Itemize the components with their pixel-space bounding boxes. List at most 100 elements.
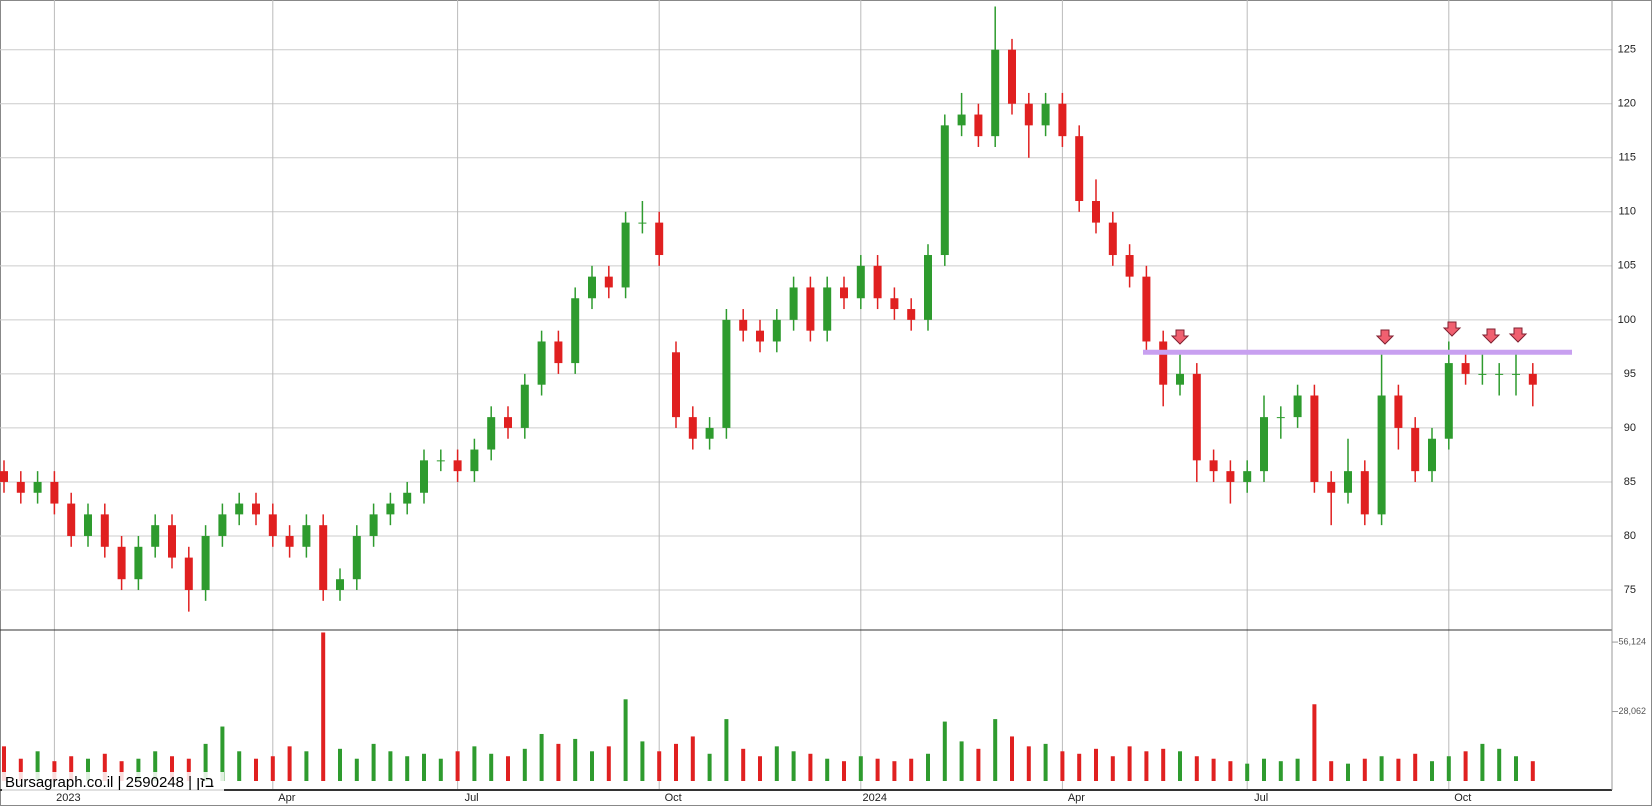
volume-bar [909,758,914,781]
x-tick-label: Apr [1068,792,1085,804]
volume-bar [170,756,174,781]
candle-body [1495,373,1504,375]
volume-bar [1262,758,1266,781]
volume-bar [388,751,393,781]
candle-body [1344,471,1352,493]
volume-bar [1362,758,1367,781]
volume-tick-label: 28,062 [1618,706,1646,716]
candle-body [789,287,798,320]
volume-bar [1060,751,1065,781]
candle-body [134,546,143,580]
volume-bar [926,753,930,781]
volume-bar [1463,751,1468,781]
candle-body [840,287,848,299]
candle-body [1411,427,1420,472]
volume-bar [1312,704,1317,781]
candle-body [100,514,109,547]
volume-bar [774,746,779,781]
candle-body [67,503,76,536]
volume-bar [993,719,998,781]
volume-bar [1211,758,1216,781]
candle-body [1159,341,1168,385]
candle-body [722,319,731,428]
x-tick-label: Jul [1254,792,1268,804]
volume-bar [86,758,90,781]
candle-body [588,276,596,299]
volume-bar [976,748,981,781]
volume-bar [1245,763,1250,781]
volume-bar [590,751,594,781]
candle-body [1512,373,1520,375]
candle-body [940,125,949,256]
candle-body [1041,103,1050,126]
volume-bar [1514,756,1518,781]
volume-bar [724,719,729,781]
candle-body [151,525,160,547]
candle-body [1276,417,1285,419]
candle-body [1478,373,1487,375]
volume-bar [203,743,208,781]
arrow [1481,328,1501,344]
volume-bar [405,756,410,781]
volume-bar [1094,748,1098,781]
volume-bar [1228,761,1233,781]
candle-body [369,514,378,536]
y-tick-label: 90 [1624,422,1636,434]
y-tick-label: 85 [1624,476,1636,488]
volume-bar [1278,761,1283,781]
y-tick-label: 115 [1618,152,1636,164]
volume-bar [858,756,863,781]
volume-bar [1110,756,1115,781]
volume-bar [1127,746,1132,781]
volume-bar [1194,756,1199,781]
candle-body [806,287,815,331]
volume-bar [422,753,426,781]
volume-bar [623,699,628,781]
candle-body [520,384,529,428]
x-tick-label: Oct [1454,792,1471,804]
candle-body [688,417,697,439]
volume-bar [1077,753,1082,781]
arrow [1508,327,1528,343]
volume-bar [1396,758,1401,781]
candle-body [1142,276,1151,342]
candle-body [487,417,496,450]
candle-body [705,427,714,439]
volume-bar [321,632,326,781]
candle-body [420,460,428,493]
volume-bar [657,751,662,781]
volume-bar [287,746,292,781]
candle-body [1428,438,1436,472]
candle-body [302,525,311,547]
candle-body [1260,417,1268,472]
candle-body [907,309,916,320]
candle-body [16,481,25,493]
candle-body [1226,471,1235,482]
candle-body [924,255,932,320]
volume-bar [354,758,359,781]
volume-bar [254,758,258,781]
candle-body [537,341,546,385]
candle-body [1394,395,1403,428]
volume-bar [438,758,443,781]
candle-body [672,352,680,418]
y-tick-label: 100 [1618,314,1636,326]
x-tick-label: Apr [278,792,295,804]
volume-bar [18,758,23,781]
candle-body [235,503,244,515]
volume-bar [1413,753,1418,781]
candle-body [756,330,764,342]
candle-body [33,481,42,493]
candle-body [890,298,899,310]
volume-bar [573,738,578,781]
y-tick-label: 95 [1624,368,1636,380]
volume-bar [102,753,107,781]
volume-bar [791,751,796,781]
volume-bar [1178,751,1182,781]
x-tick-label: 2023 [56,792,80,804]
arrow [1170,329,1190,345]
volume-bar [1430,761,1434,781]
volume-bar [1379,756,1384,781]
volume-bar [35,751,40,781]
